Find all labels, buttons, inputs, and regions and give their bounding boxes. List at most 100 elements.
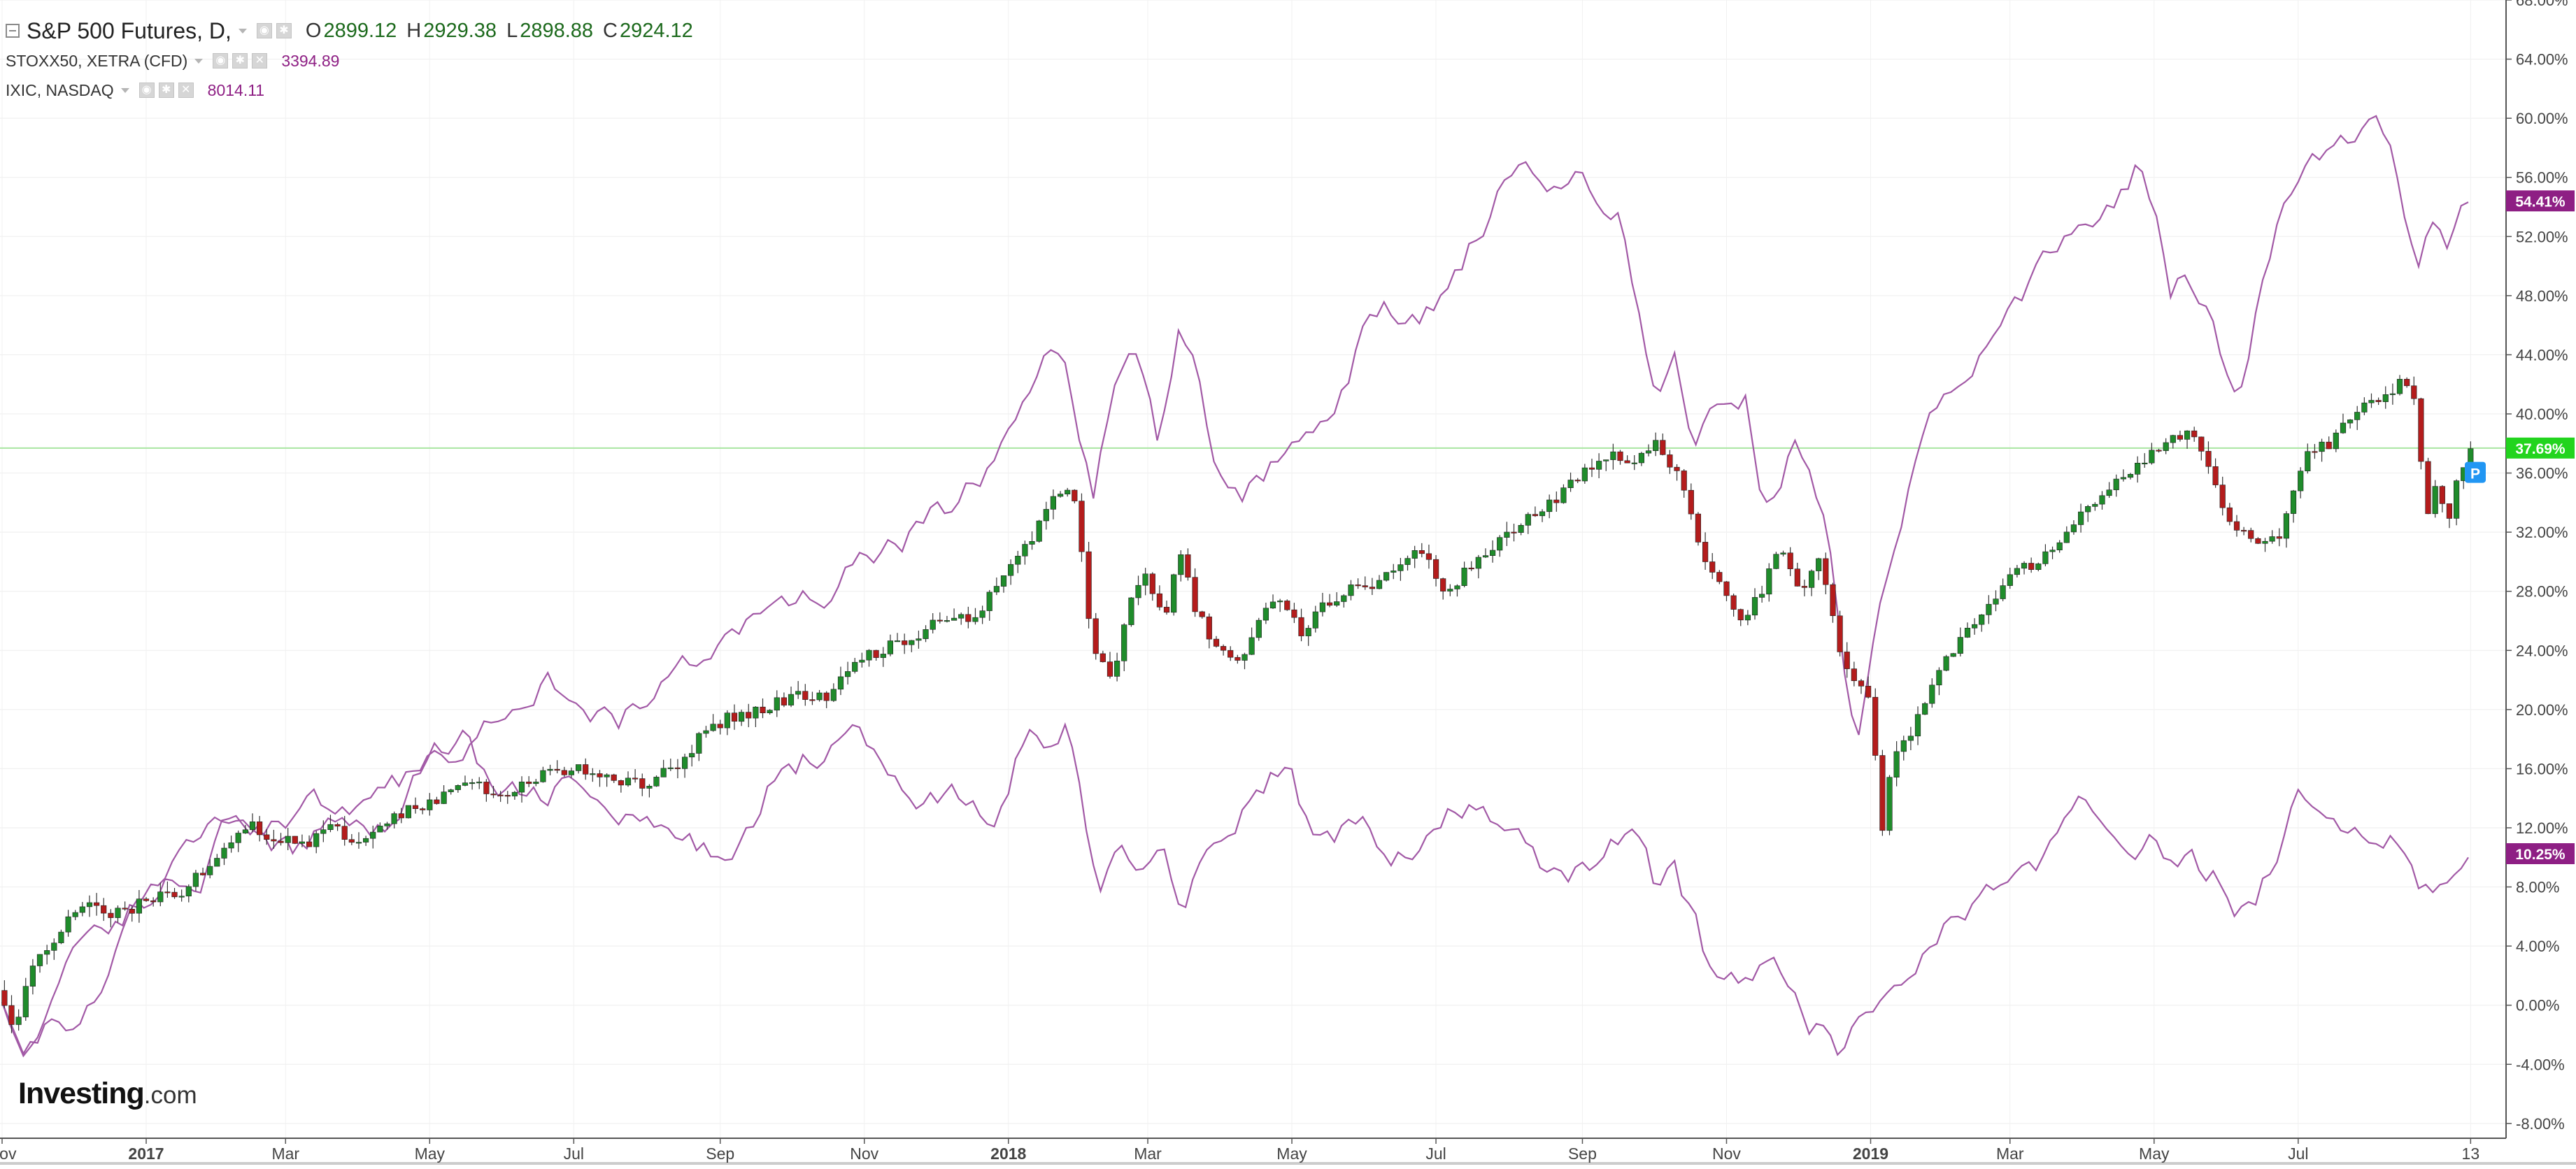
candle-body: [802, 691, 809, 700]
y-tick-label: 60.00%: [2516, 110, 2568, 127]
candle-body: [44, 950, 50, 955]
candle-body: [242, 829, 249, 833]
chevron-down-icon[interactable]: [120, 87, 129, 93]
candle-body: [1964, 627, 1971, 638]
candle-body: [1872, 696, 1879, 756]
candle-body: [1468, 567, 1474, 570]
candle-body: [703, 730, 709, 734]
candle-body: [427, 799, 433, 810]
candle-body: [79, 906, 85, 913]
candle-body: [746, 712, 752, 719]
compare1-value: 3394.89: [281, 51, 340, 70]
candle-body: [1823, 558, 1829, 585]
close-icon[interactable]: ✕: [252, 53, 268, 69]
candle-body: [1929, 684, 1935, 704]
candle-body: [1900, 740, 1907, 752]
eye-icon[interactable]: ◉: [256, 23, 272, 38]
candle-body: [1142, 573, 1148, 586]
candle-body: [2396, 378, 2403, 394]
candle-body: [511, 791, 518, 796]
candle-body: [1837, 615, 1843, 652]
candle-body: [1851, 668, 1857, 681]
candle-body: [1277, 601, 1283, 603]
eye-icon[interactable]: ◉: [138, 83, 155, 98]
candle-body: [1043, 509, 1049, 522]
x-tick-label: Nov: [1712, 1145, 1741, 1163]
candle-body: [497, 794, 504, 796]
candle-body: [8, 1005, 15, 1025]
candle-body: [1185, 554, 1191, 578]
y-tick-label: 52.00%: [2516, 228, 2568, 245]
candle-body: [1907, 736, 1914, 741]
chevron-down-icon[interactable]: [194, 58, 204, 64]
close-label: C: [603, 19, 618, 42]
candle-body: [2312, 451, 2318, 453]
candle-body: [1312, 611, 1318, 629]
candle-body: [674, 767, 681, 769]
collapse-icon[interactable]: [6, 24, 20, 38]
candle-body: [2290, 490, 2297, 514]
candle-body: [1645, 450, 1652, 454]
high-label: H: [406, 19, 422, 42]
candle-body: [1546, 499, 1553, 512]
gear-icon[interactable]: ✱: [276, 23, 292, 38]
candle-body: [696, 733, 702, 754]
candle-body: [1893, 751, 1900, 778]
close-icon[interactable]: ✕: [178, 83, 194, 98]
compare1-title[interactable]: STOXX50, XETRA (CFD): [6, 51, 188, 70]
candle-body: [1816, 558, 1822, 571]
candle-body: [930, 619, 936, 630]
candle-body: [873, 650, 879, 658]
candle-body: [1305, 628, 1311, 636]
candle-body: [377, 826, 383, 833]
candle-body: [1206, 616, 1212, 640]
candle-body: [1482, 555, 1489, 558]
candle-body: [1411, 550, 1418, 559]
y-tick-label: 24.00%: [2516, 642, 2568, 659]
chevron-down-icon[interactable]: [238, 28, 247, 34]
candle-body: [2142, 462, 2148, 465]
candle-body: [965, 614, 972, 622]
candle-body: [235, 833, 241, 843]
candle-body: [504, 795, 511, 797]
candle-body: [1425, 553, 1432, 560]
candle-body: [1914, 714, 1921, 737]
gear-icon[interactable]: ✱: [158, 83, 174, 98]
candle-body: [1986, 603, 1992, 615]
candle-body: [171, 891, 178, 898]
candle-body: [1475, 557, 1481, 569]
candle-body: [795, 691, 802, 695]
candle-body: [292, 835, 298, 844]
legend-compare1-row: STOXX50, XETRA (CFD) ◉ ✱ ✕ 3394.89: [6, 46, 693, 76]
candle-body: [178, 896, 185, 898]
candle-body: [1979, 614, 1985, 625]
candle-body: [136, 898, 143, 914]
candle-body: [2156, 450, 2162, 452]
candle-body: [1936, 670, 1942, 686]
y-tick-label: 20.00%: [2516, 701, 2568, 719]
candle-body: [2177, 435, 2184, 440]
candle-body: [1957, 637, 1963, 654]
close-value: 2924.12: [619, 19, 693, 42]
legend-main-row: S&P 500 Futures, D, ◉ ✱ O 2899.12 H 2929.3…: [6, 15, 693, 46]
candle-body: [2439, 486, 2445, 504]
low-value: 2898.88: [520, 19, 594, 42]
candle-body: [2340, 422, 2347, 433]
candle-body: [1036, 520, 1042, 542]
candle-body: [2184, 430, 2191, 440]
candle-body: [1879, 755, 1886, 831]
series-line-0: [1, 722, 2469, 1056]
candle-body: [1759, 594, 1765, 598]
gear-icon[interactable]: ✱: [232, 53, 248, 69]
candle-body: [2021, 563, 2028, 569]
candle-body: [1681, 471, 1687, 491]
candle-body: [476, 782, 483, 784]
eye-icon[interactable]: ◉: [213, 53, 229, 69]
candle-body: [1369, 587, 1375, 589]
candle-body: [299, 841, 306, 844]
compare2-title[interactable]: IXIC, NASDAQ: [6, 80, 114, 99]
candle-body: [561, 770, 567, 775]
main-symbol-title[interactable]: S&P 500 Futures, D,: [27, 17, 232, 43]
candle-body: [568, 770, 574, 775]
